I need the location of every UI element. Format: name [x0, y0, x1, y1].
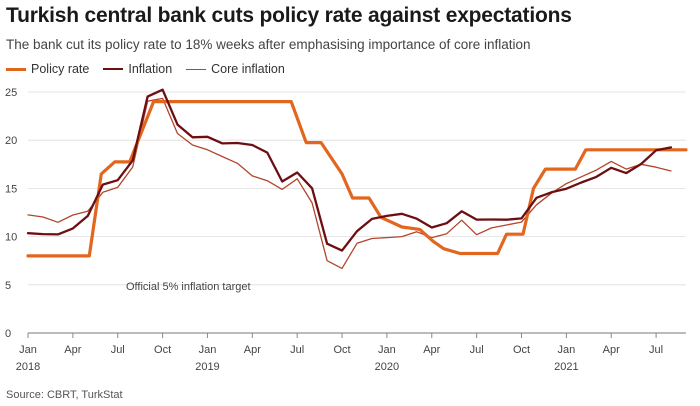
x-tick-label: Apr [244, 344, 261, 356]
x-year-label: 2018 [16, 361, 40, 373]
legend-label-inflation: Inflation [128, 62, 173, 76]
x-tick-label: Oct [154, 344, 171, 356]
grid-layer: 0 5 10 15 20 25 [5, 87, 686, 340]
legend-label-policy-rate: Policy rate [31, 62, 90, 76]
y-tick-label: 15 [5, 183, 17, 195]
source-note: Source: CBRT, TurkStat [6, 389, 123, 401]
x-year-label: 2019 [195, 361, 219, 373]
legend-item-policy-rate: Policy rate [6, 62, 89, 76]
x-tick-label: Jan [378, 344, 396, 356]
series-layer [26, 88, 688, 270]
x-tick-label: Jul [649, 344, 663, 356]
x-tick-label: Jul [290, 344, 304, 356]
y-tick-label: 25 [5, 87, 17, 99]
x-tick-label: Oct [513, 344, 530, 356]
x-tick-label: Jul [470, 344, 484, 356]
series-line-inflation [26, 88, 673, 252]
x-tick-label: Apr [603, 344, 620, 356]
legend-item-core-inflation: Core inflation [186, 62, 285, 76]
x-tick-label: Oct [333, 344, 350, 356]
chart-title: Turkish central bank cuts policy rate ag… [6, 4, 572, 27]
chart-subtitle: The bank cut its policy rate to 18% week… [6, 37, 531, 52]
x-year-label: 2020 [375, 361, 399, 373]
y-tick-label: 5 [5, 280, 11, 292]
x-tick-label: Apr [64, 344, 81, 356]
x-axis: Jan 2018 Apr Jul Oct Jan 2019 Apr Jul Oct Jan 2020 A… [16, 333, 663, 373]
x-tick-label: Jul [111, 344, 125, 356]
x-tick-label: Jan [19, 344, 37, 356]
x-tick-label: Apr [423, 344, 440, 356]
x-tick-label: Jan [557, 344, 575, 356]
legend-swatch-core-inflation [186, 68, 207, 70]
x-year-label: 2021 [554, 361, 578, 373]
legend-item-inflation: Inflation [103, 62, 172, 76]
y-tick-label: 0 [5, 328, 11, 340]
series-line-core [27, 97, 672, 270]
y-tick-label: 20 [5, 135, 17, 147]
legend-swatch-inflation [103, 68, 124, 70]
y-tick-label: 10 [5, 232, 17, 244]
inflation-target-annotation: Official 5% inflation target [126, 281, 251, 293]
x-tick-label: Jan [199, 344, 217, 356]
legend-label-core-inflation: Core inflation [211, 62, 285, 76]
chart-legend: Policy rate Inflation Core inflation [6, 62, 299, 76]
legend-swatch-policy-rate [6, 67, 26, 71]
